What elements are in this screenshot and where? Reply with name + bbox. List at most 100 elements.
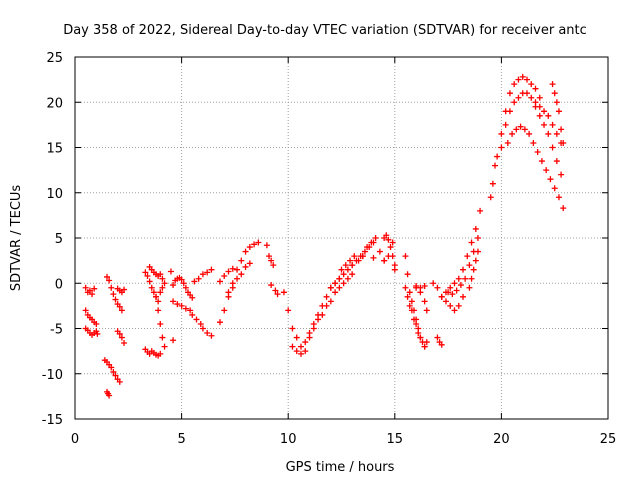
data-point	[455, 302, 462, 309]
data-point	[332, 289, 339, 296]
data-point	[415, 330, 422, 337]
data-point	[558, 126, 565, 133]
series-track-16	[189, 311, 215, 339]
data-point	[502, 121, 509, 128]
y-tick-label: -10	[42, 368, 63, 383]
data-point	[536, 112, 543, 119]
data-point	[116, 378, 123, 385]
data-point	[86, 287, 93, 294]
data-point	[511, 99, 518, 106]
data-point	[549, 144, 556, 151]
data-point	[498, 144, 505, 151]
data-point	[359, 253, 366, 260]
data-point	[121, 339, 128, 346]
data-point	[255, 239, 262, 246]
data-point	[391, 262, 398, 269]
x-tick-label: 25	[600, 432, 617, 447]
data-point	[193, 316, 200, 323]
data-point	[157, 320, 164, 327]
data-point	[229, 284, 236, 291]
series-track-21	[263, 242, 277, 269]
x-tick-label: 20	[493, 432, 510, 447]
x-tick-label: 10	[280, 432, 297, 447]
data-point	[293, 334, 300, 341]
series-track-31	[402, 284, 430, 350]
data-point	[506, 108, 513, 115]
data-point	[238, 257, 245, 264]
data-point	[555, 194, 562, 201]
data-point	[408, 298, 415, 305]
data-point	[462, 275, 469, 282]
data-point	[170, 337, 177, 344]
data-point	[167, 268, 174, 275]
data-point	[541, 121, 548, 128]
series-track-3	[82, 325, 101, 338]
data-point	[161, 343, 168, 350]
data-point	[155, 298, 162, 305]
y-tick-label: -15	[42, 413, 63, 428]
data-point	[560, 139, 567, 146]
series-track-17	[191, 266, 215, 285]
data-point	[221, 273, 228, 280]
data-point	[332, 280, 339, 287]
grid-lines	[75, 57, 608, 419]
data-point	[553, 158, 560, 165]
data-point	[197, 320, 204, 327]
data-point	[421, 298, 428, 305]
series-track-8	[114, 328, 128, 346]
data-point	[189, 294, 196, 301]
data-point	[234, 266, 241, 273]
series-track-6	[103, 273, 125, 314]
series-track-40	[498, 90, 565, 178]
data-point	[338, 266, 345, 273]
data-point	[534, 149, 541, 156]
series-track-5	[103, 388, 113, 399]
data-point	[515, 76, 522, 83]
data-point	[513, 126, 520, 133]
data-point	[387, 244, 394, 251]
series-track-14	[170, 298, 194, 314]
data-point	[110, 291, 117, 298]
data-point	[545, 112, 552, 119]
x-tick-label: 5	[177, 432, 185, 447]
data-point	[349, 262, 356, 269]
data-point	[199, 271, 206, 278]
data-point	[280, 289, 287, 296]
data-point	[413, 320, 420, 327]
data-point	[89, 291, 96, 298]
data-point	[103, 273, 110, 280]
data-point	[229, 265, 236, 272]
data-point	[528, 81, 535, 88]
data-point	[157, 271, 164, 278]
data-point	[157, 289, 164, 296]
series-track-36	[438, 207, 484, 300]
data-point	[93, 328, 100, 335]
data-point	[208, 266, 215, 273]
data-point	[368, 239, 375, 246]
series-track-9	[142, 346, 164, 359]
data-point	[293, 348, 300, 355]
data-point	[161, 280, 168, 287]
data-point	[410, 316, 417, 323]
data-point	[270, 262, 277, 269]
data-point	[82, 307, 89, 314]
series-track-19	[216, 265, 236, 285]
data-point	[306, 334, 313, 341]
data-point	[302, 339, 309, 346]
data-point	[408, 307, 415, 314]
y-tick-label: -5	[50, 323, 63, 338]
data-point	[266, 253, 273, 260]
data-point	[558, 171, 565, 178]
data-point	[402, 253, 409, 260]
data-point	[560, 205, 567, 212]
data-point	[344, 266, 351, 273]
data-point	[118, 307, 125, 314]
data-point	[511, 81, 518, 88]
y-tick-label: 5	[55, 232, 63, 247]
data-point	[464, 253, 471, 260]
data-point	[148, 284, 155, 291]
data-point	[417, 284, 424, 291]
data-point	[182, 284, 189, 291]
y-tick-label: 0	[55, 277, 63, 292]
data-point	[155, 307, 162, 314]
